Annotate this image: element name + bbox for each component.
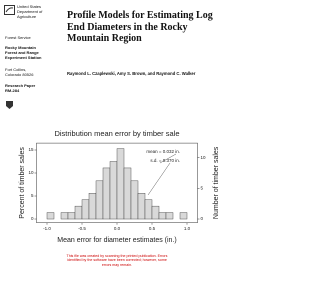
service: Forest Service (5, 35, 31, 40)
bar (130, 180, 139, 220)
location: Fort Collins, Colorado 80526 (5, 67, 34, 77)
authors: Raymond L. Czaplewski, Amy S. Brown, and… (67, 71, 196, 76)
y-axis-label: Percent of timber sales (19, 147, 26, 219)
y2-tick-label: 0 (201, 216, 204, 221)
bar (179, 212, 188, 220)
bar (46, 212, 55, 220)
bar (74, 205, 83, 220)
bar (123, 167, 132, 220)
bar (137, 193, 146, 220)
x-tick-label: -0.5 (78, 226, 86, 231)
page: United States Department of Agriculture … (4, 4, 220, 267)
bar (158, 212, 167, 220)
x-tick-label: 0.5 (149, 226, 156, 231)
bar (60, 212, 69, 220)
bar (67, 212, 76, 220)
bar (116, 148, 125, 220)
arrow (147, 162, 171, 196)
chart: Distribution mean error by timber sale 0 5… (19, 129, 220, 244)
bar (95, 180, 104, 220)
y2-tick-label: 10 (201, 155, 207, 160)
annotation: mean = 0.032 in. (146, 149, 180, 154)
bar (102, 167, 111, 220)
y2-axis-label: Number of timber sales (213, 146, 220, 219)
bar (165, 212, 174, 220)
bar (88, 193, 97, 220)
arrow (159, 153, 177, 164)
usda-logo (4, 5, 15, 15)
series: Research Paper RM-284 (5, 83, 36, 93)
y2-tick-label: 5 (201, 186, 204, 191)
y-tick-label: 5 (31, 193, 34, 198)
station: Rocky Mountain Forest and Range Experime… (5, 45, 42, 60)
bar (81, 199, 90, 220)
y-tick-label: 15 (28, 147, 34, 152)
title: Profile Models for Estimating Log End Di… (67, 10, 213, 44)
y-tick-label: 0 (31, 216, 34, 221)
fs-logo (6, 101, 13, 109)
chart-title: Distribution mean error by timber sale (54, 129, 179, 138)
x-tick-label: 1.0 (184, 226, 191, 231)
annotation: s.d. = 0.370 in. (150, 158, 180, 163)
bar (144, 199, 153, 220)
agency: United States Department of Agriculture (17, 4, 43, 19)
x-tick-label: -1.0 (43, 226, 51, 231)
y-tick-label: 10 (28, 170, 34, 175)
x-tick-label: 0.0 (114, 226, 121, 231)
x-axis-label: Mean error for diameter estimates (in.) (57, 237, 176, 244)
bar (151, 205, 160, 220)
bar (109, 161, 118, 220)
scan-note: This file was created by scanning the pr… (66, 254, 168, 267)
